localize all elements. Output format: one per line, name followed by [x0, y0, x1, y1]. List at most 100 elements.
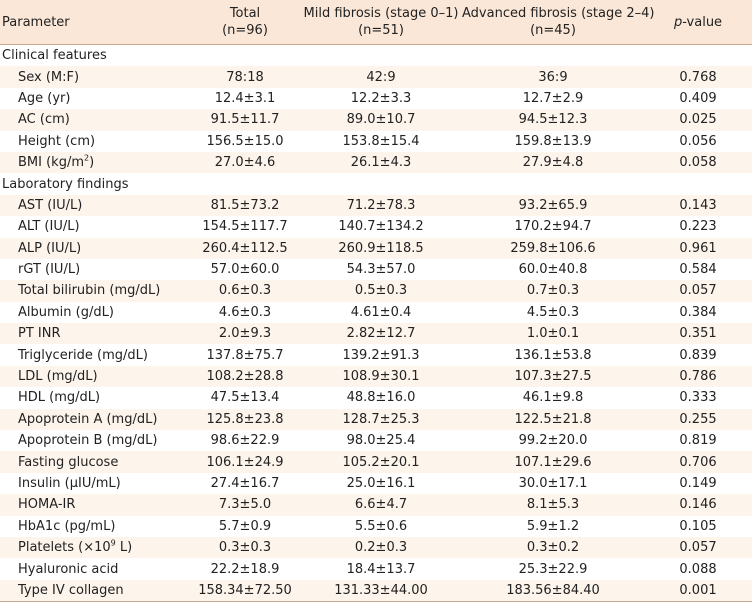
row-label: HDL (mg/dL)	[18, 390, 101, 406]
cell-total: 98.6±22.9	[210, 433, 280, 449]
cell-mild: 128.7±25.3	[342, 411, 420, 427]
table-row: Triglyceride (mg/dL) 137.8±75.7 139.2±91.3…	[0, 344, 752, 365]
row-label: rGT (IU/L)	[18, 262, 81, 278]
cell-advanced: 60.0±40.8	[518, 262, 588, 278]
table-row: HOMA-IR 7.3±5.0 6.6±4.7 8.1±5.3 0.146	[0, 494, 752, 516]
cell-total: 154.5±117.7	[202, 219, 288, 235]
header-advanced: Advanced fibrosis (stage 2–4) (n=45)	[462, 0, 655, 45]
header-mild: Mild fibrosis (stage 0–1) (n=51)	[300, 0, 462, 45]
cell-total: 27.4±16.7	[210, 476, 280, 491]
cell-mild: 108.9±30.1	[342, 369, 420, 385]
header-row: Parameter Total (n=96) Mild fibrosis (st…	[0, 0, 752, 45]
table-row: ALT (IU/L) 154.5±117.7 140.7±134.2 170.2±94…	[0, 216, 752, 237]
cell-p: 0.768	[679, 69, 717, 85]
row-label: Platelets (×109 L)	[0, 537, 190, 558]
table-row: PT INR 2.0±9.3 2.82±12.7 1.0±0.1 0.351	[0, 323, 752, 345]
cell-total: 12.4±3.1	[214, 90, 276, 106]
cell-mild: 18.4±13.7	[346, 561, 416, 577]
cell-total: 57.0±60.0	[210, 262, 280, 278]
row-label-text: BMI (kg/m	[18, 155, 84, 171]
row-label-text: Platelets (×10	[18, 540, 111, 556]
row-label: Type IV collagen	[0, 579, 190, 602]
cell-p: 0.786	[679, 369, 717, 385]
cell-advanced: 183.56±84.40	[462, 579, 644, 602]
cell-p: 0.146	[679, 497, 717, 513]
row-label: HOMA-IR	[18, 497, 76, 513]
cell-p: 0.706	[679, 454, 717, 470]
cell-p: 0.143	[679, 197, 717, 213]
cell-mild: 5.5±0.6	[354, 518, 408, 534]
section-row: Laboratory findings	[0, 173, 752, 194]
cell-total: 91.5±11.7	[210, 112, 280, 128]
cell-advanced: 136.1±53.8	[514, 347, 592, 363]
section-title: Clinical features	[2, 48, 107, 64]
header-advanced-n: (n=45)	[530, 23, 576, 38]
cell-total: 22.2±18.9	[210, 561, 280, 577]
cell-mild: 89.0±10.7	[346, 112, 416, 128]
cell-mild: 105.2±20.1	[342, 454, 420, 470]
cell-mild: 4.61±0.4	[350, 304, 412, 320]
cell-mild: 54.3±57.0	[346, 262, 416, 278]
cell-p: 0.058	[679, 155, 717, 171]
cell-p: 0.057	[679, 540, 717, 556]
cell-mild: 42:9	[366, 69, 396, 85]
header-advanced-label: Advanced fibrosis (stage 2–4)	[462, 6, 655, 21]
row-label: Hyaluronic acid	[18, 561, 119, 577]
table-row: LDL (mg/dL) 108.2±28.8 108.9±30.1 107.3±27.…	[0, 365, 752, 388]
cell-total: 81.5±73.2	[210, 197, 280, 213]
cell-total: 137.8±75.7	[206, 347, 284, 363]
cell-p: 0.105	[679, 518, 717, 534]
cell-p: 0.255	[679, 411, 717, 427]
cell-p: 0.333	[679, 390, 717, 406]
cell-total: 158.34±72.50	[190, 579, 300, 602]
table-row: ALP (IU/L) 260.4±112.5 260.9±118.5 259.8±10…	[0, 237, 752, 259]
table-row: Apoprotein A (mg/dL) 125.8±23.8 128.7±25.3…	[0, 408, 752, 431]
header-parameter: Parameter	[0, 0, 190, 45]
cell-advanced: 25.3±22.9	[518, 561, 588, 577]
cell-mild: 25.0±16.1	[346, 476, 416, 491]
row-label: BMI (kg/m2)	[0, 152, 190, 173]
table-row: BMI (kg/m2) 27.0±4.6 26.1±4.3 27.9±4.8 0.058	[0, 151, 752, 174]
cell-mild: 12.2±3.3	[350, 90, 412, 106]
cell-advanced: 99.2±20.0	[518, 433, 588, 449]
cell-advanced: 259.8±106.6	[510, 240, 596, 256]
cell-advanced: 107.1±29.6	[514, 454, 592, 470]
cell-mild: 153.8±15.4	[342, 133, 420, 149]
cell-advanced: 94.5±12.3	[518, 112, 588, 128]
cell-p: 0.384	[679, 304, 717, 320]
row-label: Apoprotein B (mg/dL)	[18, 433, 158, 449]
cell-p: 0.088	[679, 561, 717, 577]
row-label: Insulin (μIU/mL)	[18, 476, 121, 491]
row-label: Total bilirubin (mg/dL)	[18, 283, 161, 299]
cell-p: 0.025	[679, 112, 717, 128]
cell-total: 260.4±112.5	[202, 240, 288, 256]
cell-advanced: 12.7±2.9	[522, 90, 584, 106]
cell-total: 47.5±13.4	[210, 390, 280, 406]
table-row: rGT (IU/L) 57.0±60.0 54.3±57.0 60.0±40.8 0.5…	[0, 259, 752, 280]
cell-p: 0.057	[679, 283, 717, 299]
row-label: Age (yr)	[18, 90, 71, 106]
cell-total: 27.0±4.6	[214, 155, 276, 171]
cell-mild: 26.1±4.3	[350, 155, 412, 171]
header-total-label: Total	[229, 6, 261, 21]
cell-advanced: 0.3±0.2	[526, 540, 580, 556]
cell-mild: 0.5±0.3	[354, 283, 408, 299]
section-title: Laboratory findings	[2, 176, 129, 192]
table-row: Albumin (g/dL) 4.6±0.3 4.61±0.4 4.5±0.3 0.38…	[0, 302, 752, 323]
header-total-n: (n=96)	[222, 23, 268, 38]
row-label: ALT (IU/L)	[18, 219, 80, 235]
row-label: AST (IU/L)	[18, 197, 83, 213]
cell-total: 7.3±5.0	[218, 497, 272, 513]
cell-mild: 260.9±118.5	[338, 240, 424, 256]
table-body: Clinical features Sex (M:F) 78:18 42:9 36:9 0…	[0, 45, 752, 602]
cell-total: 78:18	[226, 69, 264, 85]
cell-total: 2.0±9.3	[218, 326, 272, 342]
table-row: Apoprotein B (mg/dL) 98.6±22.9 98.0±25.4 99…	[0, 430, 752, 451]
row-label: Sex (M:F)	[18, 69, 80, 85]
table-row: Age (yr) 12.4±3.1 12.2±3.3 12.7±2.9 0.409	[0, 88, 752, 109]
cell-p: 0.409	[679, 90, 717, 106]
cell-advanced: 170.2±94.7	[514, 219, 592, 235]
row-label: ALP (IU/L)	[18, 240, 82, 256]
cell-mild: 6.6±4.7	[354, 497, 408, 513]
cell-total: 5.7±0.9	[218, 518, 272, 534]
